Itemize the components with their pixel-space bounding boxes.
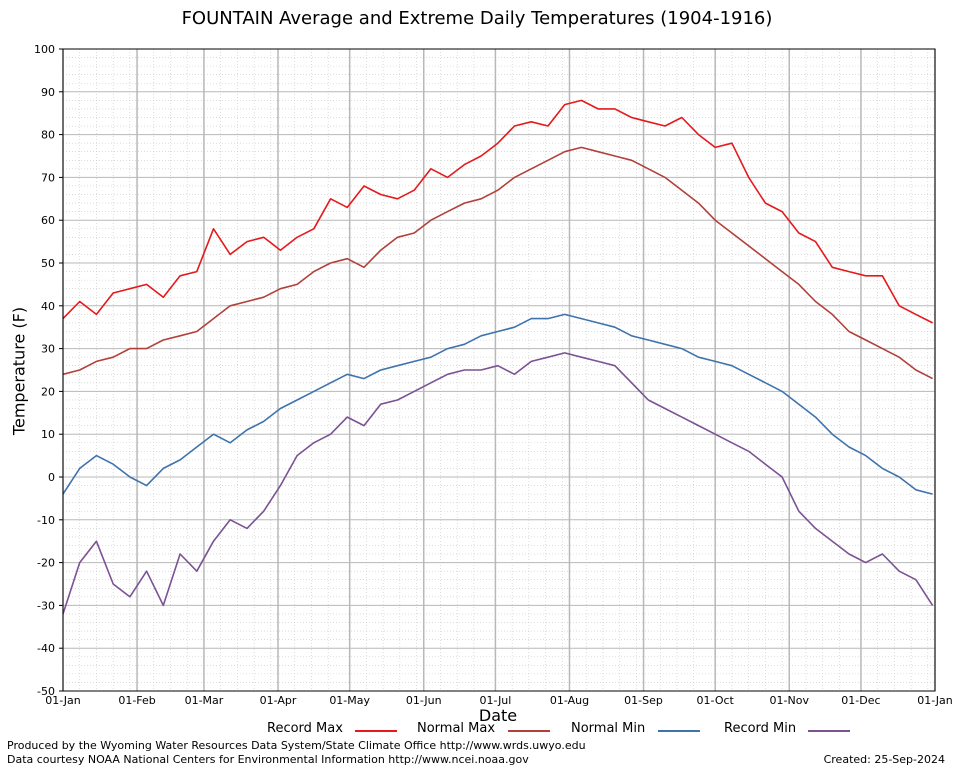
y-tick-label: 20	[41, 385, 55, 398]
footer-data-courtesy: Data courtesy NOAA National Centers for …	[7, 753, 529, 766]
x-tick-label: 01-May	[329, 694, 370, 707]
series-line-normal-min	[62, 313, 933, 495]
y-tick-label: 30	[41, 343, 55, 356]
x-tick-label: 01-Nov	[770, 694, 810, 707]
y-tick-label: 50	[41, 257, 55, 270]
legend-record-max-label: Record Max	[267, 721, 343, 736]
x-tick-label: 01-Jan	[45, 694, 81, 707]
legend-normal-max-label: Normal Max	[417, 721, 496, 736]
x-tick-label: 01-Jan	[917, 694, 953, 707]
series-line-normal-max	[62, 146, 933, 380]
y-tick-label: 10	[41, 428, 55, 441]
y-tick-label: 100	[34, 43, 55, 56]
chart-title: FOUNTAIN Average and Extreme Daily Tempe…	[181, 8, 773, 29]
x-tick-label: 01-Mar	[185, 694, 224, 707]
series-line-record-min	[62, 352, 934, 615]
x-tick-label: 01-Feb	[118, 694, 155, 707]
x-tick-label: 01-Sep	[624, 694, 663, 707]
x-tick-label: 01-Aug	[550, 694, 589, 707]
legend-record-max-swatch	[355, 730, 397, 732]
y-tick-label: 70	[41, 171, 55, 184]
x-tick-label: 01-Jun	[406, 694, 442, 707]
plot-border	[62, 48, 936, 692]
y-tick-label: -50	[37, 685, 55, 698]
legend-normal-max-swatch	[508, 730, 550, 732]
y-tick-label: -20	[37, 557, 55, 570]
y-tick-label: -40	[37, 642, 55, 655]
y-tick-label: -30	[37, 599, 55, 612]
x-tick-label: 01-Oct	[697, 694, 735, 707]
y-tick-label: 60	[41, 214, 55, 227]
plot-area	[62, 48, 936, 692]
x-axis-label: Date	[478, 706, 518, 725]
legend-normal-min-swatch	[658, 730, 700, 732]
y-tick-label: -10	[37, 514, 55, 527]
chart-legend: Record Max Normal Max Normal Min Record …	[0, 721, 954, 739]
series-line-record-max	[62, 99, 933, 324]
chart-plot: 1009080706050403020100-10-20-30-40-5001-…	[34, 43, 953, 707]
y-tick-label: 40	[41, 300, 55, 313]
y-tick-label: 80	[41, 129, 55, 142]
legend-record-min-label: Record Min	[724, 721, 797, 736]
x-tick-label: 01-Jul	[479, 694, 511, 707]
x-tick-label: 01-Apr	[260, 694, 297, 707]
y-tick-label: 90	[41, 86, 55, 99]
footer-produced-by: Produced by the Wyoming Water Resources …	[7, 739, 586, 752]
x-tick-label: 01-Dec	[841, 694, 880, 707]
y-tick-label: 0	[48, 471, 55, 484]
created-date: Created: 25-Sep-2024	[823, 753, 945, 766]
legend-normal-min-label: Normal Min	[571, 721, 646, 736]
legend-record-min-swatch	[808, 730, 850, 732]
